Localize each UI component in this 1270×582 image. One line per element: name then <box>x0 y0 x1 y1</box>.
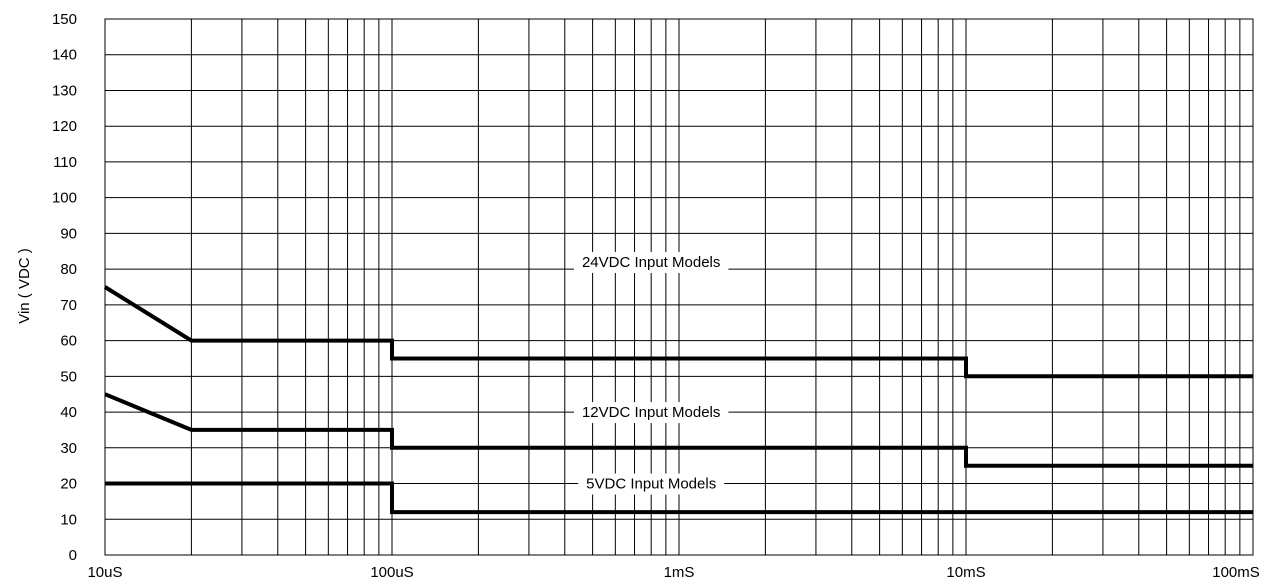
y-axis-label: Vin ( VDC ) <box>16 248 33 324</box>
series-label: 12VDC Input Models <box>573 402 729 424</box>
x-tick-label: 1mS <box>664 564 695 581</box>
series-label-text: 12VDC Input Models <box>582 404 720 421</box>
grid <box>104 18 1253 556</box>
y-tick-label: 0 <box>69 547 77 564</box>
x-tick-label: 100uS <box>370 564 413 581</box>
series-line <box>105 481 1253 515</box>
y-tick-label: 110 <box>53 154 77 171</box>
y-tick-label: 140 <box>52 47 77 64</box>
plot-frame <box>104 18 1254 556</box>
y-tick-labels: 0 10 20 30 40 50 60 70 80 90 100 110 120 130 140 150 <box>52 11 77 564</box>
x-tick-label: 100mS <box>1212 564 1260 581</box>
y-tick-label: 60 <box>60 333 77 350</box>
y-tick-label: 130 <box>52 82 77 99</box>
y-tick-label: 150 <box>52 11 77 28</box>
y-tick-label: 70 <box>60 297 77 314</box>
series-lines <box>103 285 1253 515</box>
series-label-text: 5VDC Input Models <box>586 476 716 493</box>
series-label-text: 24VDC Input Models <box>582 254 720 271</box>
series-label-bg <box>573 251 729 273</box>
y-tick-label: 80 <box>60 261 77 278</box>
series-line <box>103 285 1253 379</box>
series-label: 5VDC Input Models <box>578 473 725 495</box>
y-tick-label: 50 <box>60 368 77 385</box>
y-tick-label: 20 <box>60 476 77 493</box>
y-tick-label: 40 <box>60 404 77 421</box>
x-tick-labels: 10uS 100uS 1mS 10mS 100mS <box>87 564 1259 581</box>
series-label: 24VDC Input Models <box>573 251 729 273</box>
y-tick-label: 10 <box>60 511 77 528</box>
series-label-bg <box>573 402 729 424</box>
series-labels: 24VDC Input Models 12VDC Input Models 5VDC… <box>573 251 729 495</box>
series-label-bg <box>578 473 725 495</box>
y-tick-label: 120 <box>52 118 77 135</box>
y-tick-label: 30 <box>60 440 77 457</box>
x-tick-label: 10mS <box>946 564 985 581</box>
x-tick-label: 10uS <box>87 564 122 581</box>
y-tick-label: 100 <box>52 190 77 207</box>
y-tick-label: 90 <box>60 225 77 242</box>
series-line <box>104 392 1253 468</box>
